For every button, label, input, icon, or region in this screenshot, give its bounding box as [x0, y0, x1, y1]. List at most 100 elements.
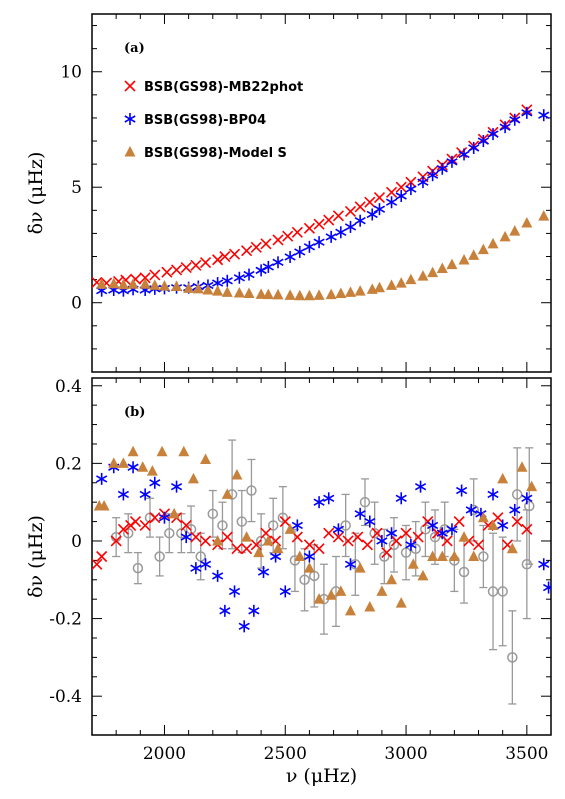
data-point	[332, 523, 345, 536]
data-point-with-error-bar	[132, 551, 144, 585]
data-point	[241, 543, 253, 555]
data-point	[117, 457, 129, 468]
data-point	[323, 214, 335, 226]
panel-a-ytick-label: 0	[71, 294, 82, 314]
panel-a-ytick-label: 5	[71, 178, 82, 198]
data-point	[279, 585, 291, 598]
data-point	[149, 279, 161, 290]
data-point	[456, 484, 468, 497]
panel-b-frame	[91, 377, 552, 736]
data-point	[414, 480, 427, 493]
data-point	[436, 550, 448, 561]
data-point	[294, 289, 306, 301]
data-point	[190, 531, 202, 543]
data-point	[161, 266, 173, 278]
panel-b-series-bsb-gs98-model-s	[93, 445, 538, 616]
data-point-with-error-bar	[309, 544, 320, 608]
data-point	[291, 519, 303, 532]
data-point	[139, 272, 151, 284]
data-point-with-error-bar	[340, 493, 351, 558]
data-point	[376, 534, 388, 547]
data-point	[303, 539, 315, 551]
data-point	[282, 230, 294, 242]
data-point	[171, 280, 183, 292]
data-point	[221, 488, 233, 499]
data-point	[243, 268, 255, 281]
data-point	[250, 241, 262, 253]
data-point	[364, 600, 376, 612]
data-point-with-error-bar	[478, 524, 489, 589]
data-point-with-error-bar	[154, 536, 165, 577]
data-point	[427, 519, 439, 532]
data-point	[395, 597, 407, 608]
data-point	[400, 527, 412, 539]
data-point	[313, 593, 325, 604]
data-point	[149, 269, 161, 281]
data-point-with-error-bar	[524, 447, 535, 565]
data-point	[468, 550, 480, 561]
data-point	[395, 277, 407, 288]
data-point	[436, 262, 448, 274]
data-point	[538, 109, 550, 122]
data-point	[158, 511, 171, 524]
data-point	[354, 201, 366, 213]
data-point	[332, 531, 344, 543]
data-point	[342, 535, 354, 547]
data-point	[139, 278, 151, 289]
data-point	[364, 515, 376, 528]
legend-label: BSB(GS98)-Model S	[144, 146, 287, 161]
data-point	[262, 260, 274, 273]
data-point	[117, 523, 129, 535]
data-point	[253, 546, 265, 558]
panel-a-y-axis-label: δν (μHz)	[25, 152, 47, 235]
data-point	[521, 217, 533, 228]
data-point	[395, 492, 407, 505]
panel-a-plot-area	[92, 104, 550, 301]
data-point	[468, 249, 480, 260]
data-point	[509, 113, 521, 126]
data-point	[170, 264, 183, 276]
legend: BSB(GS98)-MB22phot BSB(GS98)-BP04 BSB(GS98…	[124, 80, 303, 161]
data-point	[243, 287, 255, 298]
data-point	[448, 550, 460, 561]
data-point	[219, 250, 231, 263]
data-point	[412, 531, 424, 543]
data-point	[417, 270, 429, 281]
panel-b-x-ticks	[91, 378, 552, 735]
data-point	[117, 488, 130, 501]
data-point	[385, 527, 398, 540]
data-point	[521, 492, 533, 505]
data-point	[361, 539, 373, 551]
data-point	[257, 566, 270, 579]
data-point	[110, 535, 122, 547]
data-point	[238, 620, 250, 633]
data-point	[465, 503, 477, 516]
data-point	[294, 550, 306, 561]
data-point	[405, 183, 417, 196]
data-point	[436, 162, 448, 175]
panel-a-ytick-label: 10	[60, 63, 82, 83]
data-point	[477, 511, 489, 523]
panel-b-xtick-label: 2000	[143, 744, 186, 764]
data-point	[509, 503, 521, 516]
data-point	[521, 106, 533, 119]
legend-label: BSB(GS98)-MB22phot	[144, 80, 303, 95]
data-point	[472, 539, 485, 551]
data-point	[487, 237, 499, 249]
data-point	[427, 550, 439, 561]
data-point	[149, 512, 161, 524]
data-point	[313, 236, 325, 249]
data-point	[303, 550, 316, 563]
data-point	[96, 550, 108, 563]
data-point	[233, 271, 245, 284]
data-point	[313, 496, 325, 509]
data-point	[395, 190, 407, 203]
panel-a-series-bsb-gs98-bp04	[96, 106, 550, 297]
data-point	[453, 516, 465, 528]
data-point	[199, 535, 212, 547]
data-point	[446, 523, 458, 536]
data-point	[325, 230, 337, 243]
panel-b: -0.4 -0.2 0 0.2 0.4 2000 2500 3000 3500 δν (μHz) ν…	[25, 377, 552, 787]
data-point	[538, 210, 550, 221]
data-point	[180, 531, 192, 544]
